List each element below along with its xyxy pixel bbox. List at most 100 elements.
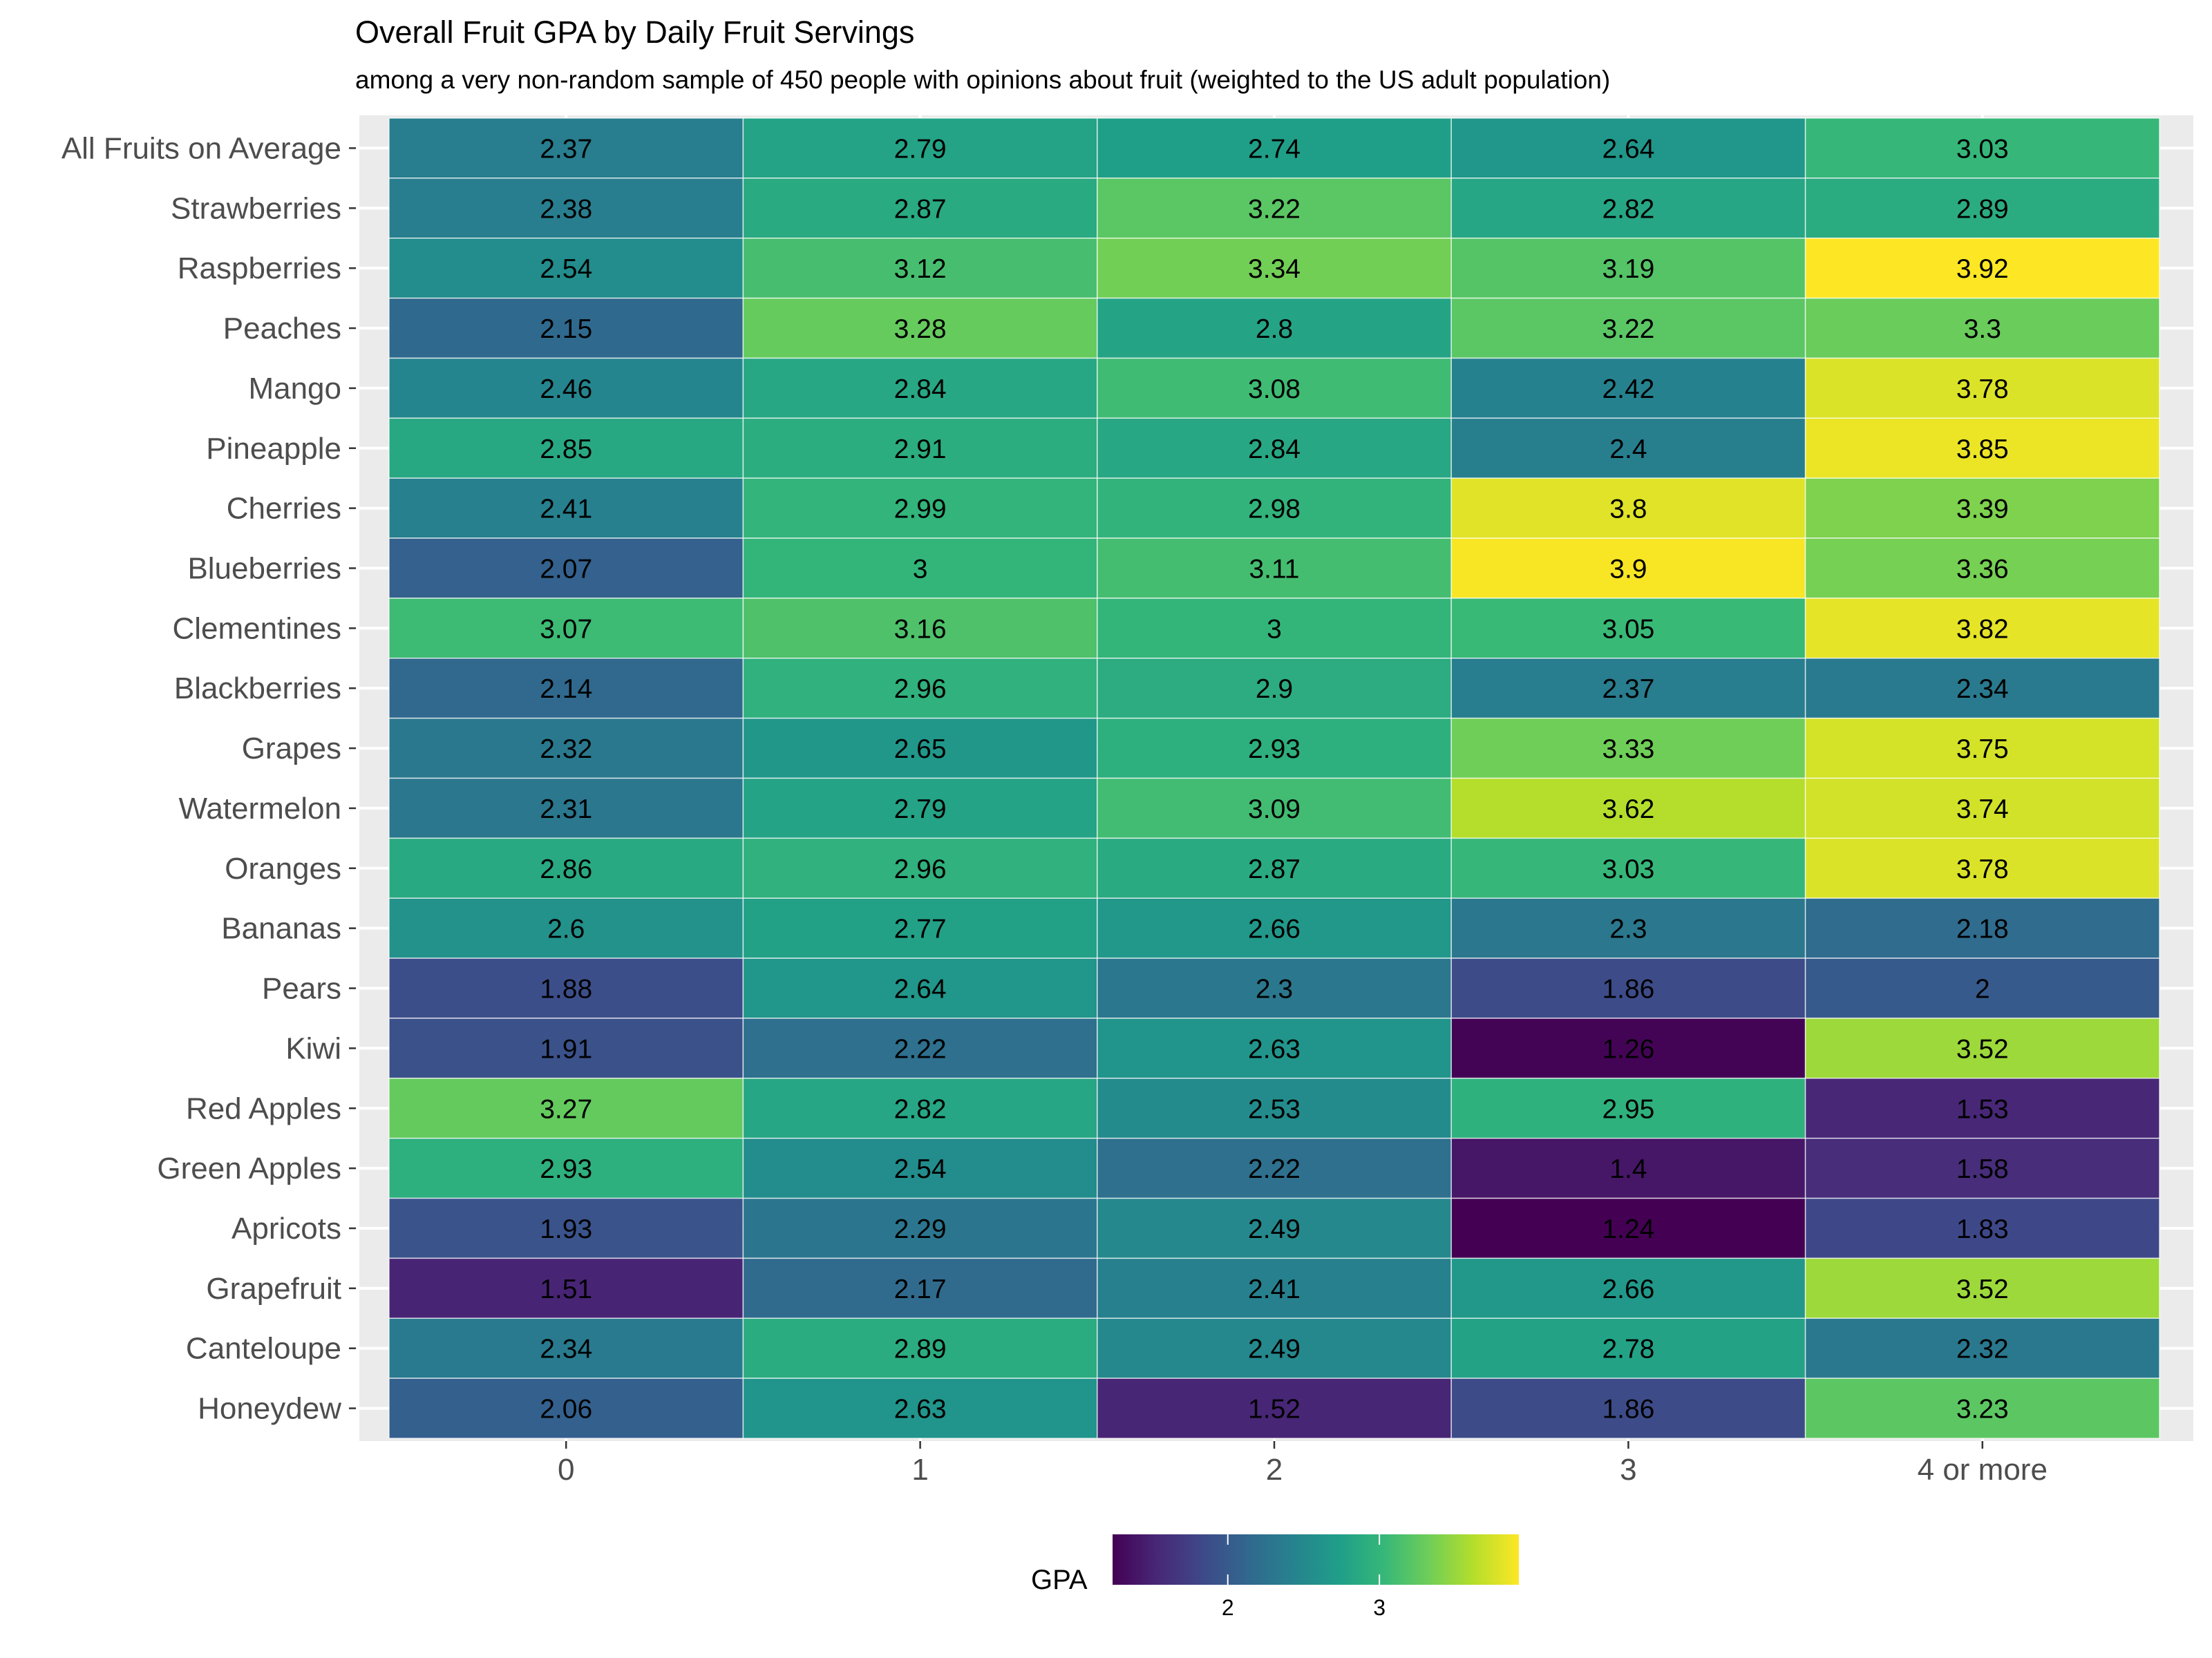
cell-value-label: 2.38	[540, 194, 592, 224]
cell-value-label: 2.49	[1248, 1214, 1301, 1244]
cell-value-label: 3.78	[1956, 374, 2009, 404]
cell-value-label: 3.36	[1956, 554, 2009, 584]
cell-value-label: 3.82	[1956, 614, 2009, 644]
heatmap-tile	[1804, 1378, 2160, 1439]
heatmap-tile	[1450, 1137, 1806, 1199]
cell-value-label: 3.22	[1602, 314, 1654, 344]
heatmap-tile	[1097, 1317, 1452, 1379]
heatmap-tile	[742, 1257, 1098, 1319]
heatmap-tile	[742, 837, 1098, 899]
y-tick-label: Grapefruit	[206, 1272, 341, 1306]
cell-value-label: 2.54	[540, 254, 592, 284]
cell-value-label: 2.42	[1602, 374, 1654, 404]
heatmap-tile	[388, 897, 744, 959]
heatmap-tile	[742, 717, 1098, 779]
cell-value-label: 2.93	[1248, 734, 1301, 764]
cell-value-label: 2.77	[894, 915, 947, 944]
cell-value-label: 1.51	[540, 1275, 592, 1304]
y-tick-label: Watermelon	[178, 792, 341, 826]
cell-value-label: 2.18	[1956, 915, 2009, 944]
cell-value-label: 2.14	[540, 674, 592, 704]
heatmap-tile	[1097, 897, 1452, 959]
heatmap-tile	[1804, 297, 2160, 359]
heatmap-tile	[742, 598, 1098, 659]
y-tick-label: Mango	[248, 372, 341, 406]
heatmap-tile	[1097, 1078, 1452, 1139]
cell-value-label: 3.12	[894, 254, 947, 284]
y-tick-label: Strawberries	[171, 191, 341, 225]
x-axis: 0 1 2 3 4 or more	[558, 1441, 2048, 1487]
heatmap-tile	[742, 1378, 1098, 1439]
cell-value-label: 2.87	[1248, 855, 1301, 884]
cell-value-label: 3	[1267, 614, 1282, 644]
cell-value-label: 1.26	[1602, 1034, 1654, 1064]
cell-value-label: 2.54	[894, 1154, 947, 1184]
legend-colorbar	[1113, 1534, 1519, 1585]
cell-value-label: 1.52	[1248, 1395, 1301, 1424]
cell-labels: 2.37 2.79 2.74 2.64 3.032.38 2.87 3.22 2.82 2.89…	[540, 134, 2009, 1424]
heatmap-tile	[1450, 117, 1806, 179]
heatmap-tile	[388, 297, 744, 359]
cell-value-label: 3.27	[540, 1094, 592, 1124]
heatmap-tile	[1804, 1078, 2160, 1139]
cell-value-label: 2.22	[894, 1034, 947, 1064]
cell-value-label: 2.93	[540, 1154, 592, 1184]
cell-value-label: 2.32	[1956, 1335, 2009, 1364]
cell-value-label: 3.34	[1248, 254, 1301, 284]
heatmap-tile	[1450, 1378, 1806, 1439]
heatmap-tile	[742, 897, 1098, 959]
cell-value-label: 3.05	[1602, 614, 1654, 644]
cell-value-label: 2.22	[1248, 1154, 1301, 1184]
heatmap-tile	[1097, 537, 1452, 599]
heatmap-tile	[742, 357, 1098, 419]
heatmap-tile	[1450, 837, 1806, 899]
heatmap-tile	[742, 957, 1098, 1019]
cell-value-label: 2.98	[1248, 495, 1301, 524]
heatmap-tile	[1450, 1257, 1806, 1319]
cell-value-label: 2.37	[540, 134, 592, 164]
heatmap-tile	[1450, 1197, 1806, 1259]
heatmap-tile	[742, 1078, 1098, 1139]
cell-value-label: 1.91	[540, 1034, 592, 1064]
cell-value-label: 2.82	[1602, 194, 1654, 224]
cell-value-label: 2.3	[1609, 915, 1647, 944]
cell-value-label: 2.84	[894, 374, 947, 404]
heatmap-tile	[1450, 1317, 1806, 1379]
heatmap-tile	[742, 1197, 1098, 1259]
cell-value-label: 2.65	[894, 734, 947, 764]
cell-value-label: 3.11	[1249, 554, 1299, 584]
cell-value-label: 3.22	[1248, 194, 1301, 224]
cell-value-label: 2.78	[1602, 1335, 1654, 1364]
cell-value-label: 2.17	[894, 1275, 947, 1304]
cell-value-label: 2.79	[894, 134, 947, 164]
cell-value-label: 1.58	[1956, 1154, 2009, 1184]
heatmap-tile	[1450, 477, 1806, 539]
cell-value-label: 2.37	[1602, 674, 1654, 704]
cell-value-label: 2.63	[1248, 1034, 1301, 1064]
cell-value-label: 3.28	[894, 314, 947, 344]
heatmap-tile	[1450, 1018, 1806, 1079]
cell-value-label: 2.41	[540, 495, 592, 524]
cell-value-label: 2.64	[894, 975, 947, 1004]
y-tick-label: Bananas	[221, 912, 341, 946]
cell-value-label: 3.03	[1956, 134, 2009, 164]
x-tick-label: 4 or more	[1918, 1453, 2048, 1487]
cell-value-label: 2.49	[1248, 1335, 1301, 1364]
cell-value-label: 3.52	[1956, 1275, 2009, 1304]
cell-value-label: 2.07	[540, 554, 592, 584]
cell-value-label: 2.29	[894, 1214, 947, 1244]
y-tick-label: Peaches	[223, 312, 341, 345]
y-tick-label: Pineapple	[206, 432, 341, 466]
cell-value-label: 1.83	[1956, 1214, 2009, 1244]
heatmap-tile	[388, 777, 744, 839]
heatmap-tile	[1804, 117, 2160, 179]
heatmap-tile	[388, 1137, 744, 1199]
cell-value-label: 2.66	[1602, 1275, 1654, 1304]
cell-value-label: 3.85	[1956, 435, 2009, 464]
heatmap-tile	[1804, 1257, 2160, 1319]
cell-value-label: 3.19	[1602, 254, 1654, 284]
x-tick-label: 1	[911, 1453, 928, 1487]
heatmap-tile	[742, 1018, 1098, 1079]
cell-value-label: 3.8	[1609, 495, 1647, 524]
y-tick-label: Grapes	[242, 732, 341, 765]
